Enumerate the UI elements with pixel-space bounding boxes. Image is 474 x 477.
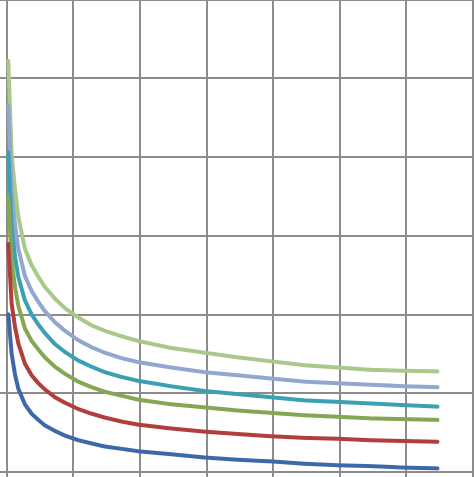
series-line-2 xyxy=(6,103,440,390)
series-line-4 xyxy=(6,195,440,422)
series-lines xyxy=(6,59,440,471)
series-line-3 xyxy=(6,150,440,409)
series-line-6 xyxy=(6,312,440,471)
series-line-1 xyxy=(6,59,440,374)
series-line-5 xyxy=(6,242,440,444)
